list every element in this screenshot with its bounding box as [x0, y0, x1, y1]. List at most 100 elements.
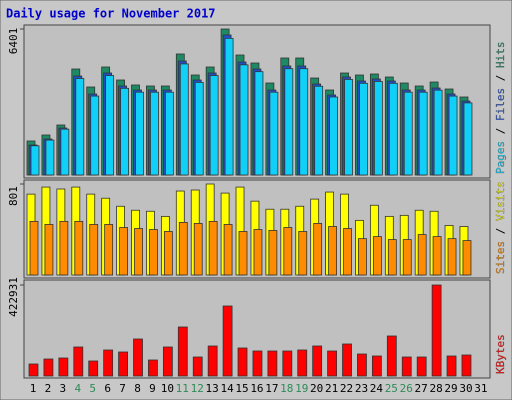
- bar: [29, 220, 39, 276]
- x-tick-label: 29: [444, 382, 457, 395]
- bar: [134, 228, 143, 276]
- bar: [269, 91, 279, 176]
- x-tick-label: 3: [60, 382, 67, 395]
- bar: [373, 81, 383, 176]
- bar: [327, 350, 338, 377]
- chart-title: Daily usage for November 2017: [6, 7, 216, 21]
- bar: [150, 91, 159, 176]
- bar: [463, 102, 473, 176]
- bar: [239, 64, 249, 176]
- x-tick-label: 7: [119, 382, 126, 395]
- bar: [222, 305, 233, 377]
- bar: [60, 128, 70, 176]
- bar: [446, 355, 457, 377]
- legend-entry: Pages: [494, 141, 507, 174]
- bar: [284, 68, 294, 176]
- x-tick-label: 22: [340, 382, 353, 395]
- bar: [448, 95, 458, 176]
- y-tick-label: 422931: [7, 277, 20, 317]
- bar: [133, 338, 143, 377]
- bar: [402, 239, 412, 276]
- bar: [359, 82, 368, 176]
- bar: [358, 238, 367, 276]
- bar: [223, 224, 233, 276]
- bar: [88, 360, 99, 377]
- bar: [73, 346, 84, 377]
- bar: [149, 229, 158, 276]
- legend-entry: KBytes: [494, 334, 507, 374]
- bar: [342, 343, 352, 377]
- x-tick-label: 8: [134, 382, 141, 395]
- legend-separator: /: [494, 221, 507, 241]
- bar: [403, 91, 413, 176]
- x-tick-label: 17: [265, 382, 278, 395]
- legend-entry: Files: [494, 88, 507, 121]
- bar: [462, 240, 472, 276]
- x-tick-label: 15: [235, 382, 248, 395]
- bar: [312, 345, 323, 377]
- x-tick-label: 27: [415, 382, 428, 395]
- legend: Sites / Visits: [494, 181, 507, 274]
- x-tick-label: 18: [280, 382, 293, 395]
- bar: [461, 354, 472, 377]
- bar: [104, 224, 114, 276]
- bar: [74, 220, 84, 276]
- legend: KBytes: [494, 334, 507, 374]
- bar: [58, 357, 69, 377]
- x-tick-label: 2: [45, 382, 52, 395]
- x-tick-label: 19: [295, 382, 308, 395]
- y-tick-label: 6401: [7, 28, 20, 55]
- bar: [118, 351, 128, 377]
- bar: [120, 87, 129, 176]
- bar: [267, 350, 278, 377]
- x-tick-label: 21: [325, 382, 338, 395]
- legend-entry: Sites: [494, 241, 507, 274]
- legend-separator: /: [494, 68, 507, 88]
- bar: [447, 238, 457, 276]
- bar: [194, 81, 204, 176]
- bar: [297, 349, 308, 377]
- bar: [90, 95, 100, 176]
- bar: [105, 75, 115, 176]
- bar: [253, 229, 263, 276]
- bar: [388, 82, 398, 176]
- bar: [207, 345, 218, 377]
- legend: Pages / Files / Hits: [494, 42, 507, 175]
- x-tick-label: 13: [206, 382, 219, 395]
- bar: [329, 96, 339, 176]
- bar: [59, 220, 69, 276]
- x-tick-label: 16: [250, 382, 263, 395]
- bar: [162, 346, 173, 377]
- x-tick-label: 9: [149, 382, 156, 395]
- bar: [208, 220, 218, 276]
- bar: [418, 91, 428, 176]
- x-tick-label: 14: [220, 382, 234, 395]
- bar: [372, 236, 382, 276]
- bar: [28, 363, 39, 377]
- x-tick-label: 23: [355, 382, 368, 395]
- bar: [164, 91, 174, 176]
- x-tick-label: 30: [459, 382, 472, 395]
- legend-separator: /: [494, 121, 507, 141]
- bar: [43, 358, 54, 377]
- bar: [238, 231, 248, 276]
- bar: [433, 89, 443, 176]
- x-tick-label: 25: [385, 382, 398, 395]
- bar: [416, 356, 427, 377]
- x-tick-label: 28: [429, 382, 442, 395]
- bar: [252, 350, 263, 377]
- bar: [89, 224, 99, 276]
- bar: [179, 63, 189, 176]
- bar: [401, 356, 412, 377]
- bar: [44, 224, 54, 276]
- bar: [328, 226, 338, 276]
- bar: [103, 349, 114, 377]
- bar: [178, 221, 188, 276]
- bar: [254, 71, 264, 176]
- x-tick-label: 31: [474, 382, 487, 395]
- bar: [314, 85, 324, 176]
- y-tick-label: 801: [7, 186, 20, 206]
- bar: [386, 335, 397, 377]
- legend-entry: Visits: [494, 181, 507, 221]
